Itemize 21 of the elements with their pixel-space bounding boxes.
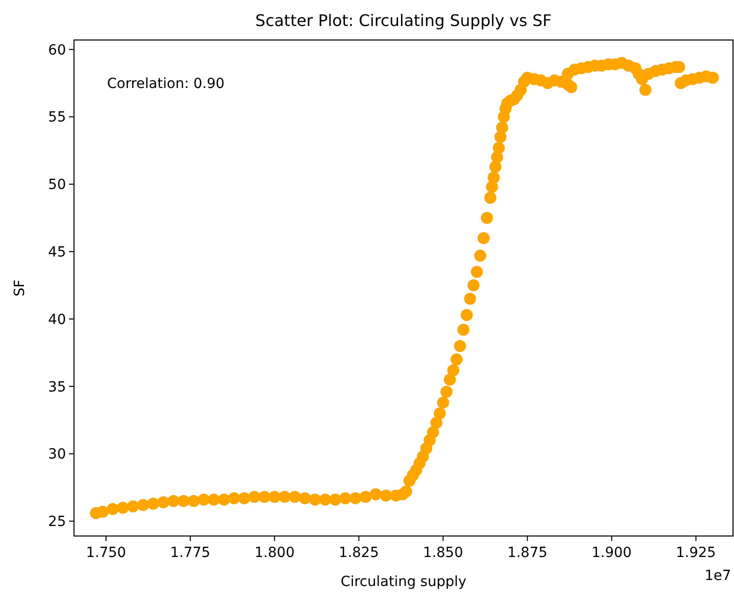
annotation: Correlation: 0.90 xyxy=(107,76,225,92)
x-tick-label: 1.925 xyxy=(676,545,716,561)
x-tick-label: 1.800 xyxy=(254,545,295,561)
y-tick-label: 50 xyxy=(48,177,66,194)
text: 1e7 xyxy=(704,568,731,584)
x-tick-label: 1.875 xyxy=(507,545,548,561)
chart-title: Scatter Plot: Circulating Supply vs SF xyxy=(255,11,552,30)
x-tick-label: 1.750 xyxy=(86,545,126,561)
y-tick-label: 40 xyxy=(48,312,66,328)
x-axis-title: Circulating supply xyxy=(340,574,466,590)
x-tick-label: 1.825 xyxy=(338,545,379,561)
y-tick-label: 45 xyxy=(48,244,66,261)
x-tick-label: 1.775 xyxy=(170,545,210,561)
y-tick-label: 60 xyxy=(48,42,66,58)
y-tick-label: 25 xyxy=(48,514,66,530)
x-tick-label: 1.850 xyxy=(423,545,464,561)
y-tick-label: 30 xyxy=(48,446,66,463)
x-tick-label: 1.900 xyxy=(592,545,632,561)
y-tick-label: 55 xyxy=(48,110,66,126)
y-tick-label: 35 xyxy=(48,379,66,396)
y-axis-title: SF xyxy=(12,280,28,296)
